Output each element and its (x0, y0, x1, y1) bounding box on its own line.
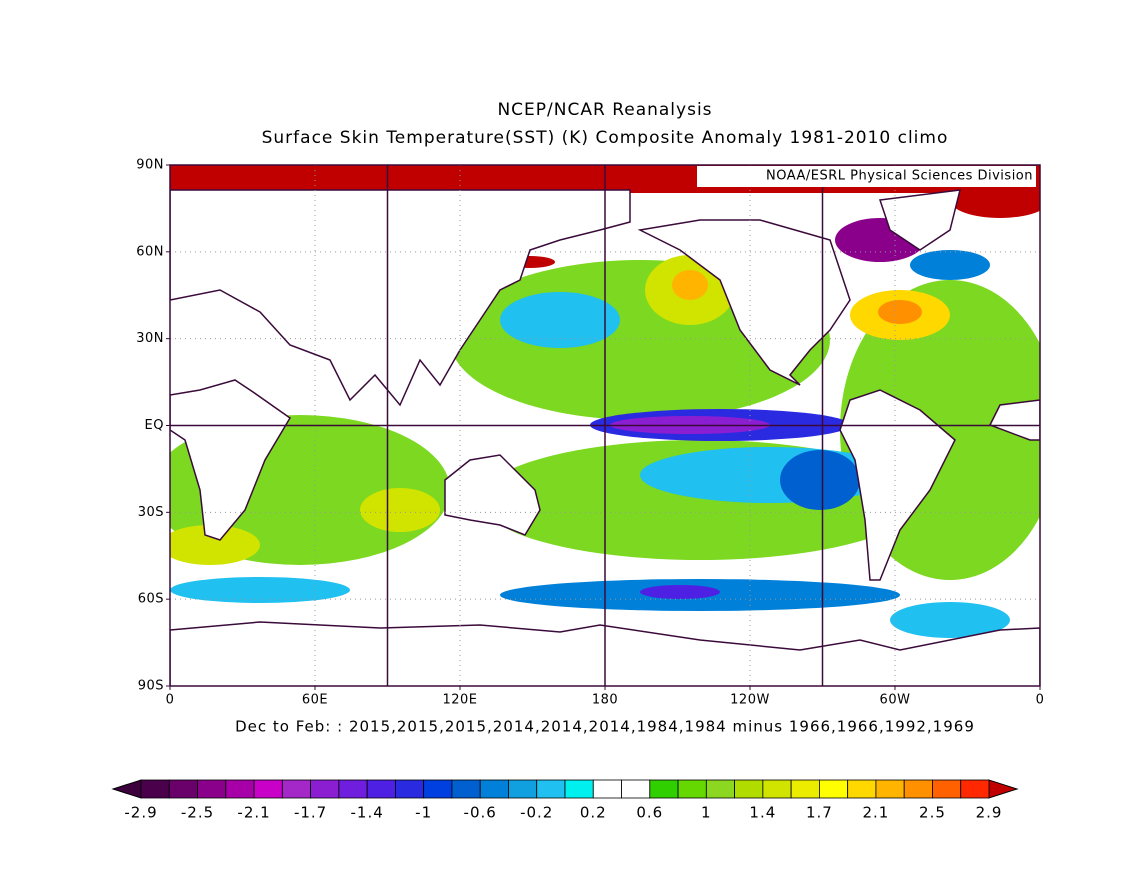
lon-label: 120E (442, 693, 477, 708)
lat-label: 60S (138, 592, 164, 607)
colorbar-box (649, 779, 679, 799)
colorbar-label: -0.6 (464, 804, 497, 822)
colorbar-box (932, 779, 962, 799)
colorbar-box (168, 779, 198, 799)
colorbar-box (592, 779, 622, 799)
colorbar-box (310, 779, 340, 799)
colorbar-label: -2.9 (124, 804, 157, 822)
colorbar-box (847, 779, 877, 799)
colorbar-label: 1.4 (749, 804, 776, 822)
grid (170, 165, 1040, 686)
colorbar-label: 2.5 (919, 804, 946, 822)
colorbar: -2.9 -2.5 -2.1 -1.7 -1.4 -1 -0.6 -0.2 0.2 0.6 1 1.4… (111, 779, 1019, 822)
lat-label: 90S (138, 679, 164, 694)
lon-label: 180 (592, 693, 618, 708)
colorbar-label: 2.9 (976, 804, 1003, 822)
colorbar-box (819, 779, 849, 799)
colorbar-box (960, 779, 990, 799)
colorbar-box (564, 779, 594, 799)
colorbar-box (705, 779, 735, 799)
title: NCEP/NCAR Reanalysis (497, 100, 712, 120)
colorbar-box (394, 779, 425, 799)
colorbar-label: 1 (701, 804, 712, 822)
lon-label: 0 (1036, 693, 1045, 708)
colorbar-box (875, 779, 905, 799)
colorbar-label: 2.1 (863, 804, 890, 822)
colorbar-box (734, 779, 764, 799)
lat-label: EQ (145, 418, 164, 433)
colorbar-label: -0.2 (520, 804, 553, 822)
colorbar-label: 0.6 (636, 804, 663, 822)
colorbar-box (790, 779, 820, 799)
colorbar-box (621, 779, 651, 799)
credit-box (697, 166, 1036, 187)
colorbar-label: -1 (415, 804, 432, 822)
colorbar-label: 1.7 (806, 804, 833, 822)
colorbar-box (762, 779, 792, 799)
lon-label: 120W (730, 693, 770, 708)
colorbar-box (423, 779, 453, 799)
lon-label: 0 (166, 693, 175, 708)
colorbar-over (988, 779, 1019, 799)
subtitle: Surface Skin Temperature(SST) (K) Compos… (262, 128, 949, 148)
lon-label: 60E (302, 693, 328, 708)
colorbar-box (903, 779, 933, 799)
colorbar-box (140, 779, 170, 799)
colorbar-box (366, 779, 396, 799)
credit: NOAA/ESRL Physical Sciences Division (766, 169, 1033, 184)
lat-label: 30N (136, 331, 164, 346)
lat-label: 60N (136, 244, 164, 259)
lat-label: 90N (136, 158, 164, 173)
colorbar-box (197, 779, 227, 799)
colorbar-label: 0.2 (580, 804, 607, 822)
lon-label: 60W (880, 693, 911, 708)
colorbar-box (677, 779, 707, 799)
colorbar-box (253, 779, 283, 799)
colorbar-box (338, 779, 368, 799)
colorbar-label: -2.1 (237, 804, 270, 822)
colorbar-box (281, 779, 312, 799)
colorbar-box (225, 779, 255, 799)
colorbar-label: -2.5 (181, 804, 214, 822)
colorbar-box (536, 779, 566, 799)
caption: Dec to Feb: : 2015,2015,2015,2014,2014,2… (235, 718, 975, 736)
colorbar-under (111, 779, 142, 799)
colorbar-box (451, 779, 481, 799)
colorbar-box (479, 779, 509, 799)
colorbar-box (508, 779, 538, 799)
colorbar-label: -1.4 (350, 804, 383, 822)
colorbar-label: -1.7 (294, 804, 327, 822)
lat-label: 30S (138, 505, 164, 520)
